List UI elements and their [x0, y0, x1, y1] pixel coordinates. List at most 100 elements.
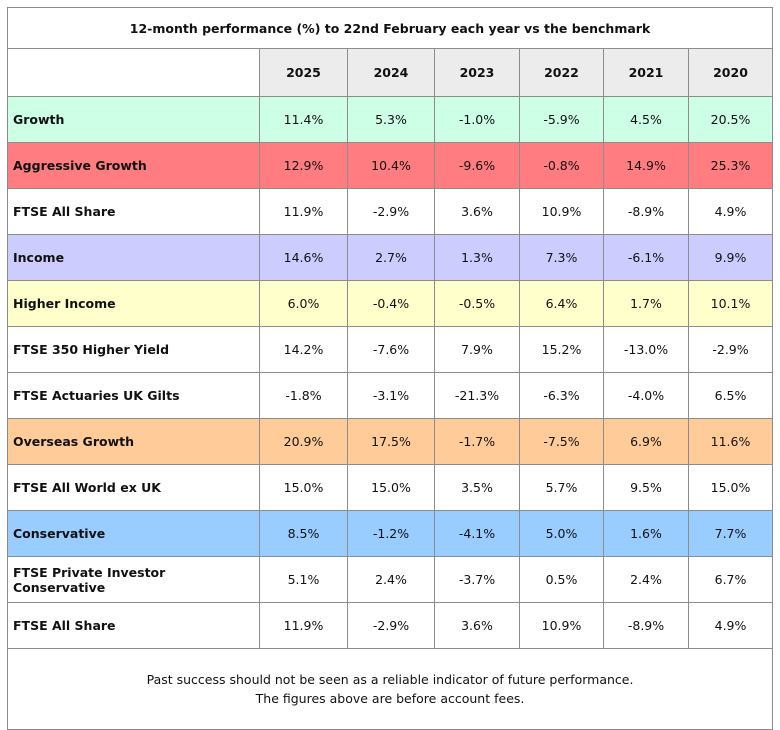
performance-table-container: 12-month performance (%) to 22nd Februar…: [6, 7, 774, 730]
value-cell-2025: 6.0%: [259, 280, 348, 327]
value-cell-2025: 11.9%: [259, 188, 348, 235]
row-label: FTSE 350 Higher Yield: [7, 326, 260, 373]
value-cell-2024: 5.3%: [347, 96, 435, 143]
table-row: FTSE All Share 11.9% -2.9% 3.6% 10.9% -8.9% 4.…: [7, 602, 774, 649]
row-label: FTSE Private Investor Conservative: [7, 556, 260, 603]
value-cell-2022: 15.2%: [519, 326, 604, 373]
table-row: FTSE Actuaries UK Gilts -1.8% -3.1% -21.3% -…: [7, 372, 774, 419]
value-cell-2023: 3.6%: [434, 602, 520, 649]
value-cell-2025: 11.4%: [259, 96, 348, 143]
value-cell-2025: 12.9%: [259, 142, 348, 189]
value-cell-2022: 5.7%: [519, 464, 604, 511]
value-cell-2023: -4.1%: [434, 510, 520, 557]
value-cell-2021: 2.4%: [603, 556, 689, 603]
value-cell-2022: 10.9%: [519, 188, 604, 235]
value-cell-2024: -2.9%: [347, 188, 435, 235]
row-label: Higher Income: [7, 280, 260, 327]
value-cell-2024: -0.4%: [347, 280, 435, 327]
row-label: FTSE All Share: [7, 188, 260, 235]
table-row: Growth 11.4% 5.3% -1.0% -5.9% 4.5% 20.5%: [7, 96, 774, 143]
value-cell-2023: 1.3%: [434, 234, 520, 281]
value-cell-2025: 15.0%: [259, 464, 348, 511]
value-cell-2021: -13.0%: [603, 326, 689, 373]
value-cell-2023: -9.6%: [434, 142, 520, 189]
value-cell-2021: -8.9%: [603, 602, 689, 649]
value-cell-2020: -2.9%: [687, 326, 774, 373]
value-cell-2022: -7.5%: [519, 418, 604, 465]
row-label: Income: [7, 234, 260, 281]
value-cell-2024: -2.9%: [347, 602, 435, 649]
value-cell-2020: 6.5%: [687, 372, 774, 419]
footer-disclaimer: Past success should not be seen as a rel…: [146, 672, 634, 687]
table-row: FTSE All Share 11.9% -2.9% 3.6% 10.9% -8.9% 4.…: [7, 188, 774, 235]
value-cell-2025: 20.9%: [259, 418, 348, 465]
value-cell-2025: -1.8%: [259, 372, 348, 419]
value-cell-2020: 7.7%: [687, 510, 774, 557]
value-cell-2023: -1.0%: [434, 96, 520, 143]
value-cell-2022: 5.0%: [519, 510, 604, 557]
value-cell-2021: 1.6%: [603, 510, 689, 557]
value-cell-2020: 6.7%: [687, 556, 774, 603]
value-cell-2021: -6.1%: [603, 234, 689, 281]
header-blank-cell: [7, 48, 260, 97]
value-cell-2021: -4.0%: [603, 372, 689, 419]
value-cell-2020: 15.0%: [687, 464, 774, 511]
value-cell-2025: 8.5%: [259, 510, 348, 557]
value-cell-2024: 15.0%: [347, 464, 435, 511]
value-cell-2025: 14.2%: [259, 326, 348, 373]
table-row: FTSE All World ex UK 15.0% 15.0% 3.5% 5.7% 9.…: [7, 464, 774, 511]
value-cell-2022: 0.5%: [519, 556, 604, 603]
value-cell-2025: 5.1%: [259, 556, 348, 603]
value-cell-2024: 17.5%: [347, 418, 435, 465]
table-row: FTSE 350 Higher Yield 14.2% -7.6% 7.9% 15.2%…: [7, 326, 774, 373]
row-label: Aggressive Growth: [7, 142, 260, 189]
value-cell-2022: -5.9%: [519, 96, 604, 143]
value-cell-2022: -6.3%: [519, 372, 604, 419]
table-row: Overseas Growth 20.9% 17.5% -1.7% -7.5% 6.9% 1…: [7, 418, 774, 465]
value-cell-2023: 3.6%: [434, 188, 520, 235]
year-header-2024: 2024: [347, 48, 435, 97]
table-row: Conservative 8.5% -1.2% -4.1% 5.0% 1.6% 7.7%: [7, 510, 774, 557]
row-label: Overseas Growth: [7, 418, 260, 465]
table-body: Growth 11.4% 5.3% -1.0% -5.9% 4.5% 20.5% Aggres…: [7, 96, 774, 649]
value-cell-2020: 20.5%: [687, 96, 774, 143]
value-cell-2024: 2.4%: [347, 556, 435, 603]
value-cell-2020: 4.9%: [687, 188, 774, 235]
table-footer: Past success should not be seen as a rel…: [6, 648, 774, 730]
year-header-row: 2025 2024 2023 2022 2021 2020: [7, 48, 774, 97]
row-label: FTSE All World ex UK: [7, 464, 260, 511]
value-cell-2022: 7.3%: [519, 234, 604, 281]
value-cell-2021: 9.5%: [603, 464, 689, 511]
year-header-2020: 2020: [687, 48, 774, 97]
value-cell-2023: -21.3%: [434, 372, 520, 419]
value-cell-2024: 2.7%: [347, 234, 435, 281]
footer-fees-note: The figures above are before account fee…: [255, 691, 525, 706]
value-cell-2023: -0.5%: [434, 280, 520, 327]
value-cell-2023: 7.9%: [434, 326, 520, 373]
value-cell-2024: 10.4%: [347, 142, 435, 189]
value-cell-2020: 11.6%: [687, 418, 774, 465]
table-row: Higher Income 6.0% -0.4% -0.5% 6.4% 1.7% 10.1%: [7, 280, 774, 327]
value-cell-2022: -0.8%: [519, 142, 604, 189]
value-cell-2021: 14.9%: [603, 142, 689, 189]
row-label: Conservative: [7, 510, 260, 557]
value-cell-2024: -3.1%: [347, 372, 435, 419]
value-cell-2020: 25.3%: [687, 142, 774, 189]
value-cell-2020: 10.1%: [687, 280, 774, 327]
year-header-2025: 2025: [259, 48, 348, 97]
table-row: Aggressive Growth 12.9% 10.4% -9.6% -0.8% 14.…: [7, 142, 774, 189]
value-cell-2021: 6.9%: [603, 418, 689, 465]
row-label: FTSE Actuaries UK Gilts: [7, 372, 260, 419]
year-header-2021: 2021: [603, 48, 689, 97]
value-cell-2023: 3.5%: [434, 464, 520, 511]
value-cell-2021: 1.7%: [603, 280, 689, 327]
value-cell-2025: 14.6%: [259, 234, 348, 281]
value-cell-2022: 10.9%: [519, 602, 604, 649]
value-cell-2025: 11.9%: [259, 602, 348, 649]
year-header-2023: 2023: [434, 48, 520, 97]
value-cell-2024: -1.2%: [347, 510, 435, 557]
value-cell-2020: 4.9%: [687, 602, 774, 649]
table-row: FTSE Private Investor Conservative 5.1% 2.…: [7, 556, 774, 603]
value-cell-2021: 4.5%: [603, 96, 689, 143]
value-cell-2021: -8.9%: [603, 188, 689, 235]
